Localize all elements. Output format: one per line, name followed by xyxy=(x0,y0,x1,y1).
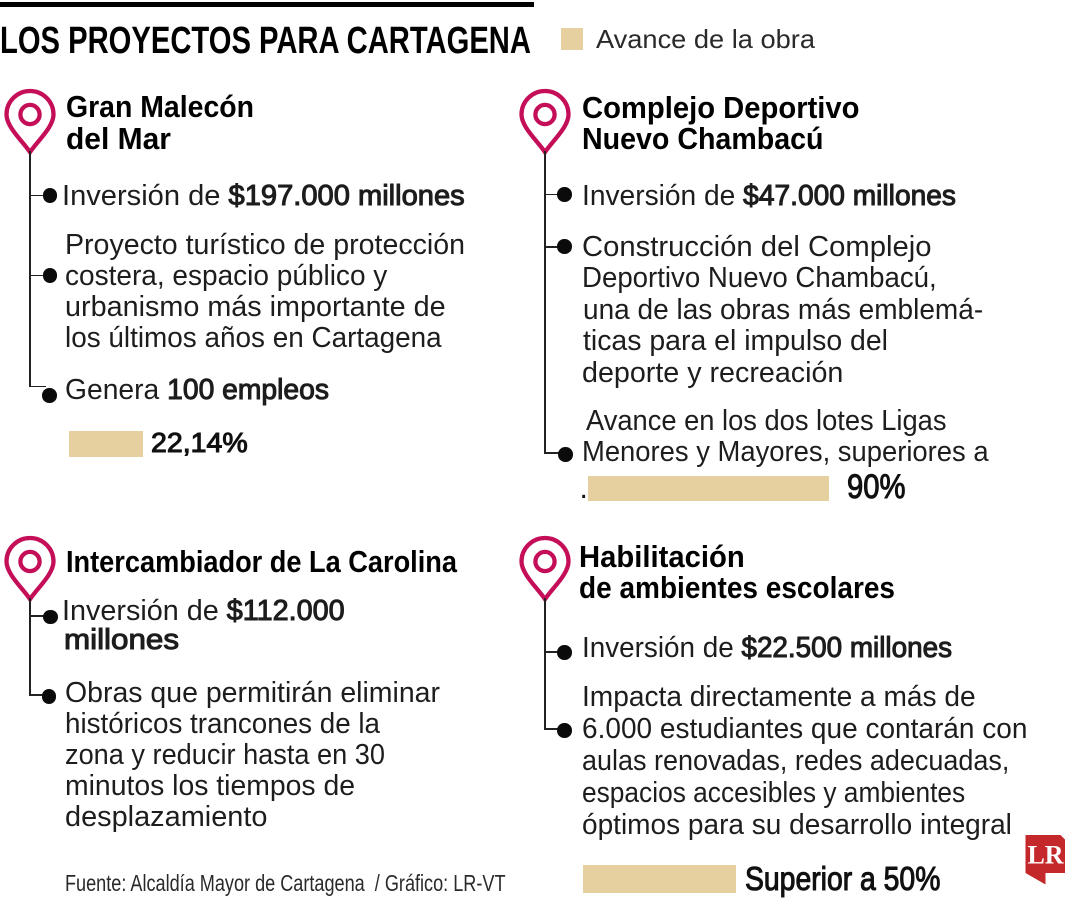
svg-text:LR: LR xyxy=(1027,840,1063,869)
